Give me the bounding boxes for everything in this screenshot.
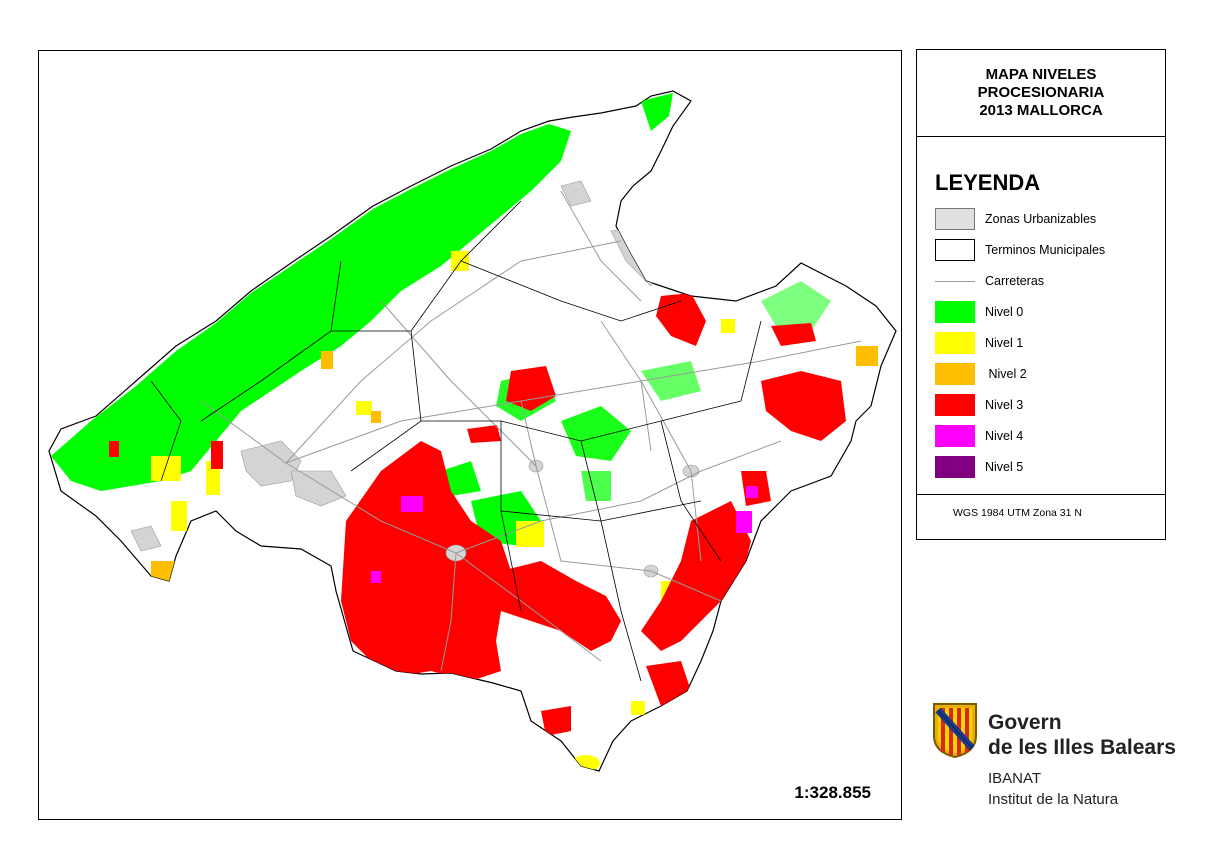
nivel-4-areas (371, 486, 758, 583)
govern-logo: Govern de les Illes Balears IBANAT Insti… (932, 702, 1182, 822)
legend-item-terminos-municipales: Terminos Municipales (935, 238, 1105, 262)
legend-label: Nivel 1 (985, 336, 1024, 350)
legend-swatch (935, 301, 975, 323)
legend-item-nivel-2: Nivel 2 (935, 362, 1027, 386)
legend-swatch-line (935, 280, 975, 282)
legend-item-nivel-0: Nivel 0 (935, 300, 1023, 324)
legend-label: Nivel 0 (985, 305, 1024, 319)
map-title-line: MAPA NIVELES (985, 66, 1097, 83)
legend-label: Nivel 5 (985, 460, 1024, 474)
institute-name: IBANAT Institut de la Natura (988, 768, 1118, 810)
legend-item-nivel-5: Nivel 5 (935, 455, 1023, 479)
map-title-line: PROCESIONARIA (977, 84, 1105, 101)
legend-swatch (935, 425, 975, 447)
map-scale: 1:328.855 (794, 783, 871, 802)
legend-label: Carreteras (985, 274, 1045, 288)
legend-label: Nivel 4 (985, 429, 1024, 443)
legend-item-nivel-3: Nivel 3 (935, 393, 1023, 417)
legend-swatch (935, 363, 975, 385)
govern-name-line: Govern (988, 711, 1062, 734)
legend-item-zonas-urbanizables: Zonas Urbanizables (935, 207, 1096, 231)
legend-heading: LEYENDA (935, 170, 1041, 195)
legend-label: Terminos Municipales (985, 243, 1106, 257)
legend-swatch (935, 456, 975, 478)
legend-label: Nivel 3 (985, 398, 1024, 412)
legend-label: Zonas Urbanizables (985, 212, 1097, 226)
govern-name-line: de les Illes Balears (988, 736, 1176, 759)
institute-name-line: Institut de la Natura (988, 791, 1119, 808)
legend-swatch (935, 239, 975, 261)
map-title-line: 2013 MALLORCA (979, 102, 1103, 119)
legend-item-nivel-4: Nivel 4 (935, 424, 1023, 448)
govern-name: Govern de les Illes Balears (988, 710, 1176, 760)
nivel-0-areas (51, 93, 831, 546)
legend-swatch (935, 394, 975, 416)
institute-name-line: IBANAT (988, 770, 1042, 787)
map-title: MAPA NIVELES PROCESIONARIA 2013 MALLORCA (917, 50, 1165, 137)
legend-swatch (935, 208, 975, 230)
terminos-municipales (150, 200, 762, 682)
map-frame: 1:328.855 (38, 50, 902, 820)
coat-of-arms-icon (933, 703, 977, 758)
legend-label: Nivel 2 (985, 367, 1027, 381)
legend-item-carreteras: Carreteras (935, 269, 1044, 293)
legend-divider (917, 494, 1165, 495)
nivel-3-areas (109, 161, 846, 736)
projection-label: WGS 1984 UTM Zona 31 N (953, 507, 1082, 519)
island-map (48, 90, 897, 772)
legend-item-nivel-1: Nivel 1 (935, 331, 1023, 355)
carreteras (200, 190, 862, 672)
legend-panel: MAPA NIVELES PROCESIONARIA 2013 MALLORCA… (916, 49, 1166, 540)
legend-swatch (935, 332, 975, 354)
